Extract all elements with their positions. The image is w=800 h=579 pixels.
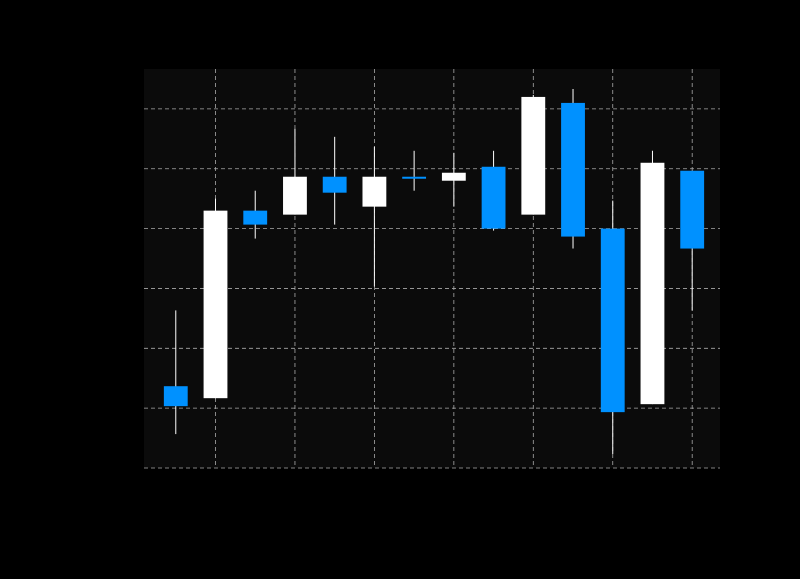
candle: [243, 190, 268, 239]
candle: [561, 88, 585, 249]
candle: [600, 200, 625, 455]
candles: [163, 88, 705, 455]
candle: [402, 150, 427, 191]
candle-body-decreasing: [322, 176, 347, 193]
candle-body-increasing: [283, 176, 307, 215]
candle: [640, 150, 665, 405]
candle-body-increasing: [521, 96, 546, 215]
candle-body-increasing: [441, 172, 466, 181]
candle-body-increasing: [362, 176, 387, 207]
candle: [362, 146, 387, 287]
candle-body-decreasing: [680, 170, 705, 249]
candle: [163, 310, 188, 435]
candle: [322, 136, 347, 225]
candle-body-decreasing: [243, 210, 268, 225]
candle: [283, 128, 307, 215]
candle: [680, 170, 705, 311]
candle: [481, 150, 506, 231]
candle-body-decreasing: [481, 166, 506, 229]
candle: [441, 152, 466, 207]
candle-body-decreasing: [561, 102, 585, 237]
candle-body-decreasing: [402, 176, 427, 179]
candle-body-decreasing: [600, 228, 625, 413]
candle: [521, 94, 546, 215]
candle-body-increasing: [640, 162, 665, 405]
candle-body-increasing: [203, 210, 228, 399]
candle: [203, 198, 228, 399]
candle-body-decreasing: [163, 386, 188, 407]
